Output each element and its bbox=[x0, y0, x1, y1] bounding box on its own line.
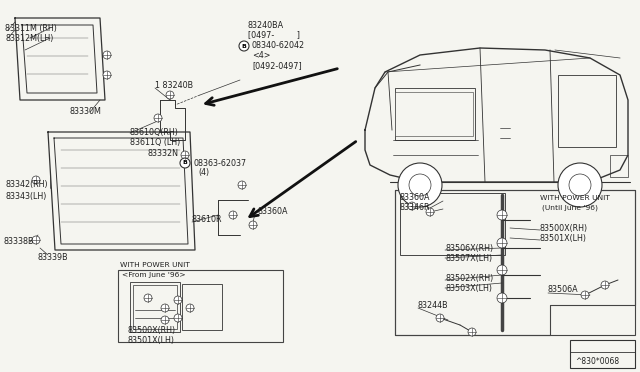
Text: 83312M(LH): 83312M(LH) bbox=[5, 33, 53, 42]
Text: 83503X(LH): 83503X(LH) bbox=[445, 283, 492, 292]
Circle shape bbox=[144, 294, 152, 302]
Circle shape bbox=[174, 296, 182, 304]
Text: 83330M: 83330M bbox=[70, 108, 102, 116]
Text: 83332N: 83332N bbox=[148, 148, 179, 157]
Circle shape bbox=[239, 41, 249, 51]
Circle shape bbox=[601, 281, 609, 289]
Text: 83346R: 83346R bbox=[400, 203, 431, 212]
Bar bbox=[558, 75, 616, 147]
Text: 83610R: 83610R bbox=[192, 215, 223, 224]
Circle shape bbox=[180, 158, 190, 168]
Text: 83500X(RH): 83500X(RH) bbox=[128, 326, 176, 334]
Bar bbox=[395, 88, 475, 140]
Bar bbox=[395, 92, 473, 136]
Circle shape bbox=[497, 293, 507, 303]
Text: [0497-         ]: [0497- ] bbox=[248, 31, 300, 39]
Circle shape bbox=[186, 304, 194, 312]
Text: (4): (4) bbox=[198, 169, 209, 177]
Circle shape bbox=[229, 211, 237, 219]
Circle shape bbox=[497, 210, 507, 220]
Circle shape bbox=[497, 265, 507, 275]
Circle shape bbox=[174, 314, 182, 322]
Bar bbox=[610, 155, 628, 177]
Circle shape bbox=[581, 291, 589, 299]
Circle shape bbox=[468, 328, 476, 336]
Circle shape bbox=[161, 316, 169, 324]
Circle shape bbox=[103, 51, 111, 59]
Text: ^830*0068: ^830*0068 bbox=[575, 357, 619, 366]
Text: (Until June '96): (Until June '96) bbox=[542, 205, 598, 211]
Text: 83500X(RH): 83500X(RH) bbox=[540, 224, 588, 232]
Text: 83610Q(RH): 83610Q(RH) bbox=[130, 128, 179, 138]
Text: B: B bbox=[241, 44, 246, 48]
Bar bbox=[133, 285, 177, 329]
Bar bbox=[400, 193, 505, 255]
Circle shape bbox=[181, 151, 189, 159]
Text: 83240BA: 83240BA bbox=[248, 20, 284, 29]
Circle shape bbox=[32, 176, 40, 184]
Text: [0492-0497]: [0492-0497] bbox=[252, 61, 301, 71]
Circle shape bbox=[161, 304, 169, 312]
Text: 83611Q (LH): 83611Q (LH) bbox=[130, 138, 180, 148]
Text: 83342(RH): 83342(RH) bbox=[5, 180, 47, 189]
Text: 83507X(LH): 83507X(LH) bbox=[445, 253, 492, 263]
Circle shape bbox=[249, 221, 257, 229]
Text: 83360A: 83360A bbox=[257, 208, 287, 217]
Bar bbox=[182, 284, 222, 330]
Circle shape bbox=[436, 314, 444, 322]
Bar bbox=[118, 270, 283, 342]
Text: 83506A: 83506A bbox=[548, 285, 579, 295]
Circle shape bbox=[103, 71, 111, 79]
Text: 83339B: 83339B bbox=[38, 253, 68, 263]
Text: 08363-62037: 08363-62037 bbox=[193, 158, 246, 167]
Circle shape bbox=[408, 202, 416, 210]
Text: 83338B: 83338B bbox=[3, 237, 33, 247]
Text: WITH POWER UNIT: WITH POWER UNIT bbox=[120, 262, 190, 268]
Text: 83506X(RH): 83506X(RH) bbox=[445, 244, 493, 253]
Text: 83343(LH): 83343(LH) bbox=[5, 192, 46, 201]
Text: 83502X(RH): 83502X(RH) bbox=[445, 273, 493, 282]
Text: 83360A: 83360A bbox=[400, 193, 431, 202]
Circle shape bbox=[558, 163, 602, 207]
Text: WITH POWER UNIT: WITH POWER UNIT bbox=[540, 195, 610, 201]
Text: 83501X(LH): 83501X(LH) bbox=[540, 234, 587, 243]
Circle shape bbox=[398, 163, 442, 207]
Text: <From June '96>: <From June '96> bbox=[122, 272, 186, 278]
Text: 83311M (RH): 83311M (RH) bbox=[5, 23, 57, 32]
Circle shape bbox=[409, 174, 431, 196]
Circle shape bbox=[238, 181, 246, 189]
Circle shape bbox=[32, 236, 40, 244]
Circle shape bbox=[569, 174, 591, 196]
Circle shape bbox=[166, 91, 174, 99]
Text: 83244B: 83244B bbox=[418, 301, 449, 310]
Bar bbox=[570, 340, 635, 368]
Circle shape bbox=[426, 208, 434, 216]
Text: B: B bbox=[182, 160, 188, 166]
Circle shape bbox=[154, 114, 162, 122]
Circle shape bbox=[497, 238, 507, 248]
Text: 1 83240B: 1 83240B bbox=[155, 80, 193, 90]
Text: 83501X(LH): 83501X(LH) bbox=[128, 336, 175, 344]
Text: <4>: <4> bbox=[252, 51, 271, 61]
Bar bbox=[130, 282, 180, 332]
Text: 08340-62042: 08340-62042 bbox=[252, 42, 305, 51]
Bar bbox=[395, 190, 635, 335]
